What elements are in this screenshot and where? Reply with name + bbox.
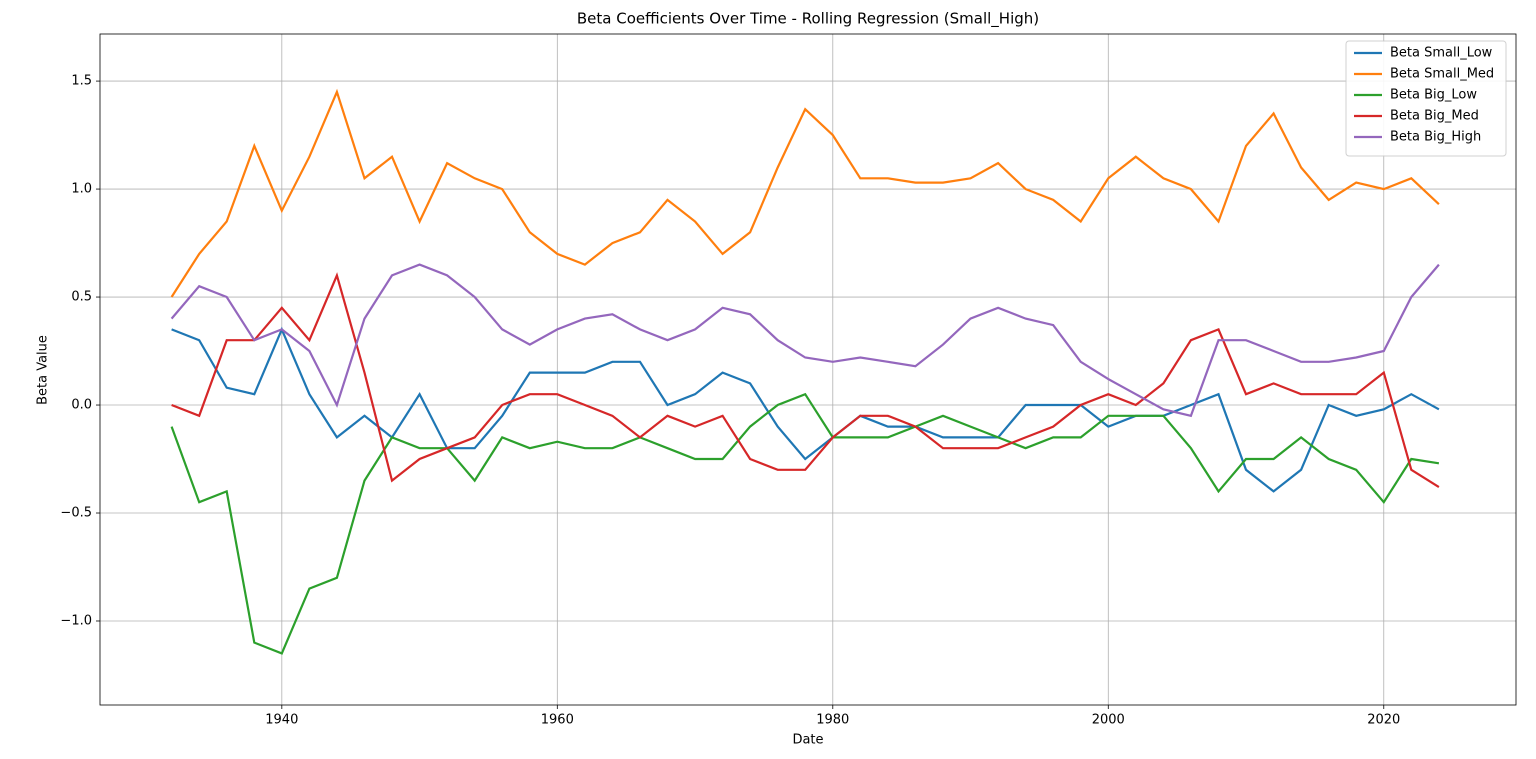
y-tick-label: −1.0 xyxy=(60,613,92,628)
line-series xyxy=(170,263,1440,418)
plot-frame xyxy=(99,33,1517,706)
x-tick-label: 2020 xyxy=(1367,713,1400,728)
line-series xyxy=(171,272,1440,489)
legend-label: Beta Small_Med xyxy=(1390,67,1494,82)
legend-box xyxy=(1345,40,1507,157)
line-series xyxy=(170,392,1440,655)
x-tick-label: 1980 xyxy=(816,713,849,728)
y-tick-label: 1.5 xyxy=(71,74,92,89)
y-axis-label: Beta Value xyxy=(36,335,51,405)
y-tick-label: −0.5 xyxy=(60,506,92,521)
line-series xyxy=(170,88,1440,298)
x-axis-label: Date xyxy=(792,733,823,748)
legend-label: Beta Big_High xyxy=(1390,130,1481,145)
x-tick-label: 2000 xyxy=(1092,713,1125,728)
chart-title: Beta Coefficients Over Time - Rolling Re… xyxy=(577,10,1039,29)
y-tick-label: 1.0 xyxy=(71,182,92,197)
legend-label: Beta Big_Med xyxy=(1390,109,1479,124)
x-tick-label: 1940 xyxy=(265,713,298,728)
line-series xyxy=(171,326,1440,493)
legend-label: Beta Small_Low xyxy=(1390,46,1493,61)
legend-label: Beta Big_Low xyxy=(1390,88,1477,103)
y-tick-label: 0.5 xyxy=(71,290,92,305)
x-tick-label: 1960 xyxy=(541,713,574,728)
y-tick-label: 0.0 xyxy=(71,398,92,413)
